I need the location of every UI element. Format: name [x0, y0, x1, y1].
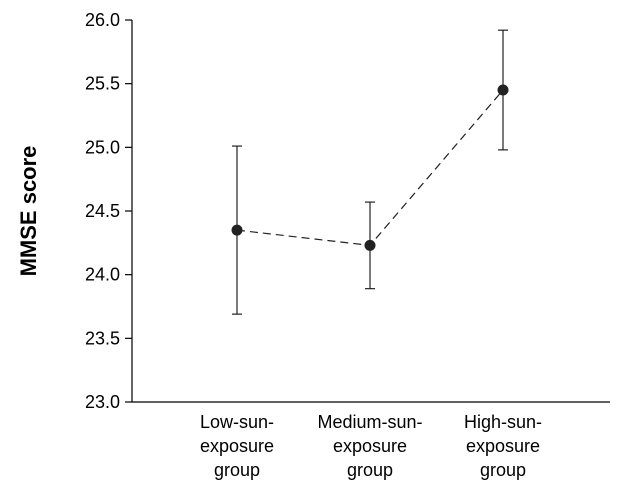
x-category-label-line: exposure: [466, 436, 540, 456]
x-category-label-line: exposure: [200, 436, 274, 456]
x-category-label-line: group: [347, 460, 393, 480]
y-tick-label: 25.5: [85, 74, 120, 94]
x-category-label: High-sun-exposure group: [464, 412, 542, 480]
x-category-label-line: Low-sun-: [200, 412, 274, 432]
y-tick-label: 25.0: [85, 137, 120, 157]
x-category-label-line: Medium-sun-: [317, 412, 422, 432]
y-tick-label: 24.5: [85, 201, 120, 221]
x-category-label-line: exposure: [333, 436, 407, 456]
x-category-label: Medium-sun-exposure group: [317, 412, 422, 480]
data-point: [497, 84, 509, 96]
y-tick-label: 23.5: [85, 328, 120, 348]
y-tick-label: 24.0: [85, 265, 120, 285]
y-tick-label: 26.0: [85, 10, 120, 30]
y-axis-ticks: 23.0 23.5 24.0 24.5 25.0 25.5 26.0: [85, 10, 132, 412]
data-point: [231, 224, 243, 236]
x-category-label-line: group: [214, 460, 260, 480]
x-category-label: Low-sun-exposure group: [200, 412, 274, 480]
data-point: [364, 239, 376, 251]
y-tick-label: 23.0: [85, 392, 120, 412]
axes: [131, 20, 610, 403]
y-axis-title: MMSE score: [16, 146, 41, 277]
series-layer: [231, 29, 509, 315]
x-axis-categories: Low-sun-exposure groupMedium-sun-exposure…: [200, 412, 542, 480]
x-category-label-line: group: [480, 460, 526, 480]
x-category-label-line: High-sun-: [464, 412, 542, 432]
